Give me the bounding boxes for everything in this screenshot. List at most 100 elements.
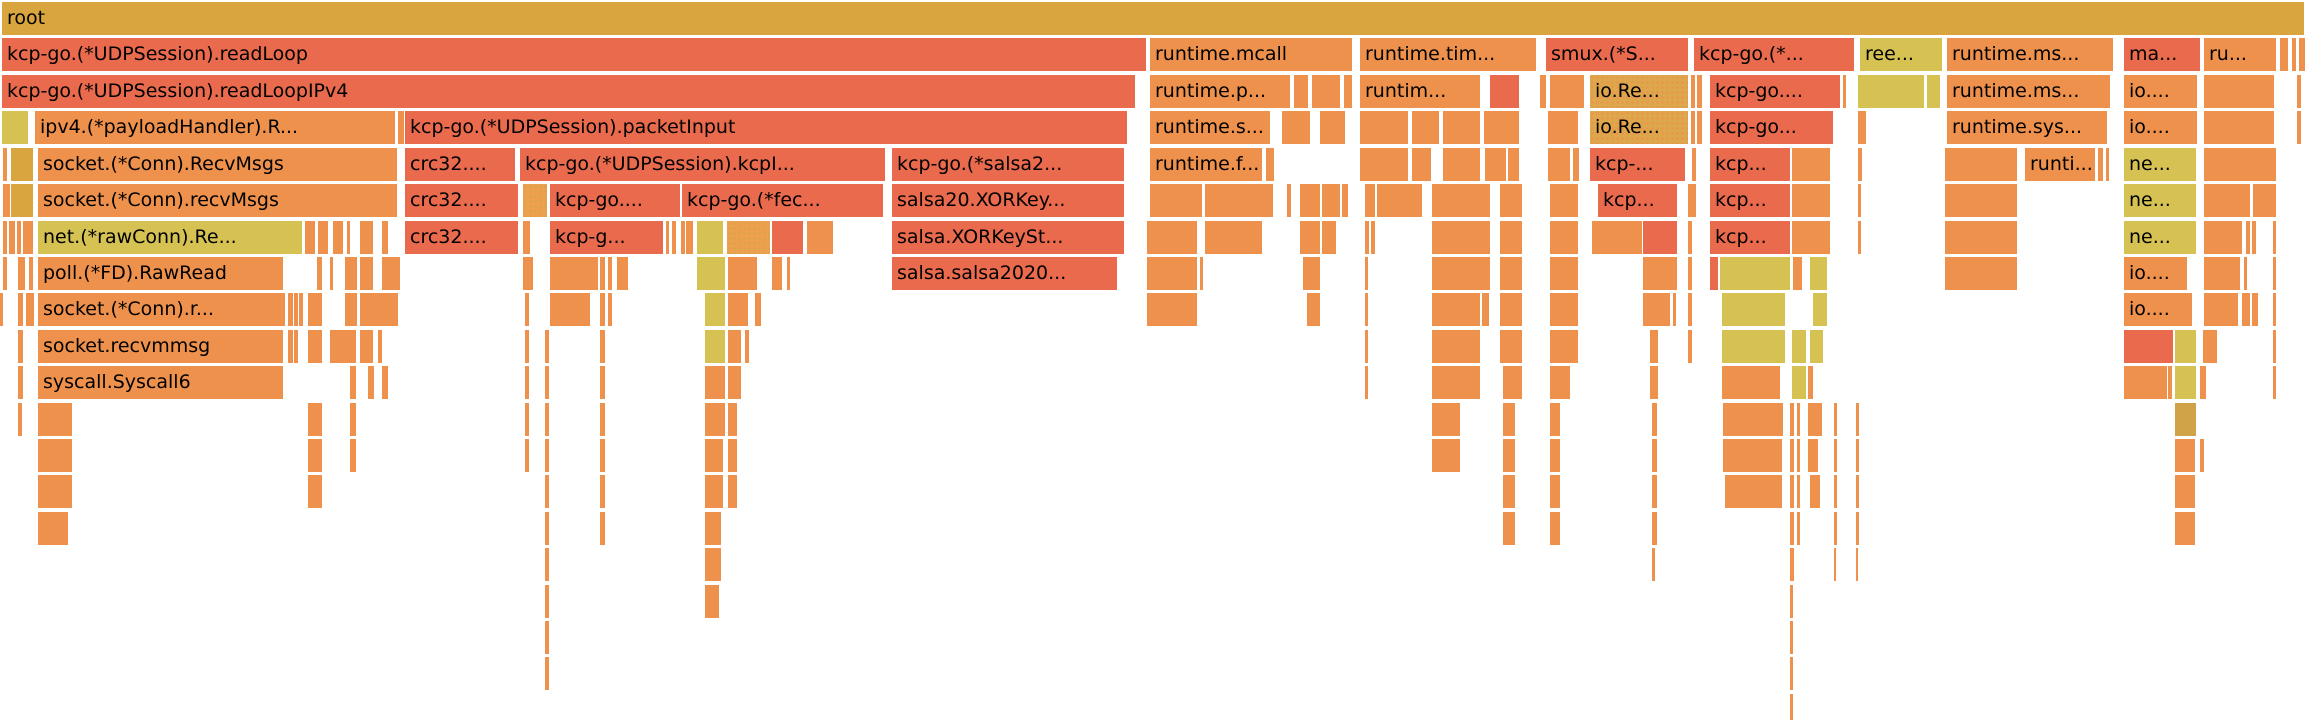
flame-frame-runtime-sys[interactable]: runtime.sys...	[1947, 111, 2107, 144]
flame-frame[interactable]	[1550, 512, 1560, 545]
flame-frame-kcp-go[interactable]: kcp-go....	[550, 184, 680, 217]
flame-frame[interactable]	[1790, 512, 1794, 545]
flame-frame[interactable]	[1344, 75, 1352, 108]
flame-frame[interactable]	[1503, 403, 1515, 436]
flame-frame-runtime-f[interactable]: runtime.f...	[1150, 148, 1262, 181]
flame-frame[interactable]	[1205, 221, 1262, 254]
flame-frame[interactable]	[360, 293, 398, 326]
flame-frame[interactable]	[1500, 184, 1522, 217]
flame-frame-kcp[interactable]: kcp...	[1710, 148, 1790, 181]
flame-frame-io[interactable]: io....	[2124, 111, 2197, 144]
flame-frame[interactable]	[1652, 548, 1655, 581]
flame-frame[interactable]	[1834, 512, 1837, 545]
flame-frame-ne[interactable]: ne...	[2124, 184, 2196, 217]
flame-frame[interactable]	[697, 221, 723, 254]
flame-frame[interactable]	[1205, 184, 1273, 217]
flame-frame[interactable]	[1300, 184, 1320, 217]
flame-frame[interactable]	[600, 330, 605, 363]
flame-frame[interactable]	[1573, 148, 1579, 181]
flame-frame[interactable]	[1843, 75, 1846, 108]
flame-frame[interactable]	[2253, 184, 2274, 217]
flame-frame[interactable]	[728, 439, 737, 472]
flame-frame[interactable]	[2, 111, 28, 144]
flame-frame-io-re[interactable]: io.Re...	[1590, 75, 1688, 108]
flame-frame[interactable]	[1500, 293, 1522, 326]
flame-frame[interactable]	[550, 293, 590, 326]
flame-frame[interactable]	[1300, 221, 1320, 254]
flame-frame[interactable]	[523, 257, 533, 290]
flame-frame[interactable]	[1792, 366, 1806, 399]
flame-frame[interactable]	[317, 257, 322, 290]
flame-frame[interactable]	[1692, 148, 1696, 181]
flame-frame[interactable]	[2244, 257, 2247, 290]
flame-frame-runtime-s[interactable]: runtime.s...	[1150, 111, 1270, 144]
flame-frame[interactable]	[600, 366, 605, 399]
flame-frame-net-rawconn-re[interactable]: net.(*rawConn).Re...	[38, 221, 302, 254]
flame-frame[interactable]	[1945, 148, 2017, 181]
flame-frame[interactable]	[705, 548, 721, 581]
flame-frame[interactable]	[2106, 148, 2109, 181]
flame-frame[interactable]	[1697, 111, 1702, 144]
flame-frame[interactable]	[787, 257, 790, 290]
flame-frame[interactable]	[2175, 475, 2195, 508]
flame-frame[interactable]	[1320, 111, 1345, 144]
flame-frame[interactable]	[1365, 330, 1368, 363]
flame-frame-kcp-g[interactable]: kcp-g...	[550, 221, 663, 254]
flame-frame[interactable]	[1834, 403, 1837, 436]
flame-frame[interactable]	[38, 403, 72, 436]
flame-frame[interactable]	[308, 475, 322, 508]
flame-frame[interactable]	[1790, 621, 1793, 654]
flame-frame[interactable]	[686, 221, 693, 254]
flame-frame[interactable]	[1550, 293, 1578, 326]
flame-frame[interactable]	[525, 293, 529, 326]
flame-frame-runti[interactable]: runti...	[2025, 148, 2095, 181]
flame-frame[interactable]	[1412, 148, 1431, 181]
flame-frame[interactable]	[1858, 75, 1924, 108]
flame-frame[interactable]	[1652, 403, 1657, 436]
flame-frame[interactable]	[1322, 221, 1336, 254]
flame-frame-crc32[interactable]: crc32....	[405, 148, 515, 181]
flame-frame[interactable]	[1266, 148, 1274, 181]
flame-frame[interactable]	[1500, 257, 1522, 290]
flame-frame-ipv4-payloadhandler-r[interactable]: ipv4.(*payloadHandler).R...	[35, 111, 395, 144]
flame-frame[interactable]	[3, 257, 7, 290]
flame-frame[interactable]	[1797, 439, 1800, 472]
flame-frame[interactable]	[728, 475, 737, 508]
flame-frame-crc32[interactable]: crc32....	[405, 221, 518, 254]
flame-frame-kcp-go-udpsession-packetinput[interactable]: kcp-go.(*UDPSession).packetInput	[405, 111, 1127, 144]
flame-frame[interactable]	[681, 221, 685, 254]
flame-frame-ree[interactable]: ree...	[1860, 38, 1942, 71]
flame-frame[interactable]	[705, 330, 725, 363]
flame-frame[interactable]	[308, 403, 322, 436]
flame-frame[interactable]	[2168, 366, 2172, 399]
flame-frame[interactable]	[1643, 257, 1677, 290]
flame-frame[interactable]	[1790, 694, 1793, 720]
flame-frame-ne[interactable]: ne...	[2124, 221, 2196, 254]
flame-frame[interactable]	[1365, 257, 1368, 290]
flame-frame[interactable]	[1792, 184, 1830, 217]
flame-frame[interactable]	[11, 184, 33, 217]
flame-frame[interactable]	[1282, 111, 1310, 144]
flame-frame-salsa20-xorkey[interactable]: salsa20.XORKey...	[892, 184, 1124, 217]
flame-frame[interactable]	[17, 221, 21, 254]
flame-frame[interactable]	[705, 512, 721, 545]
flame-frame[interactable]	[3, 221, 7, 254]
flame-frame[interactable]	[1688, 221, 1692, 254]
flame-frame-kcp-go-udpsession-readloopipv4[interactable]: kcp-go.(*UDPSession).readLoopIPv4	[2, 75, 1135, 108]
flame-frame[interactable]	[3, 184, 10, 217]
flame-frame[interactable]	[18, 366, 23, 399]
flame-frame[interactable]	[1792, 330, 1806, 363]
flame-frame[interactable]	[545, 512, 549, 545]
flame-frame[interactable]	[705, 403, 725, 436]
flame-frame[interactable]	[2200, 439, 2204, 472]
flame-frame[interactable]	[1432, 439, 1460, 472]
flame-frame[interactable]	[1691, 111, 1695, 144]
flame-frame[interactable]	[345, 257, 357, 290]
flame-frame-runtime-mcall[interactable]: runtime.mcall	[1150, 38, 1352, 71]
flame-frame[interactable]	[523, 221, 530, 254]
flame-frame[interactable]	[1797, 403, 1800, 436]
flame-frame[interactable]	[1307, 293, 1320, 326]
flame-frame[interactable]	[1723, 403, 1783, 436]
flame-frame-kcp-go-salsa2[interactable]: kcp-go.(*salsa2...	[892, 148, 1124, 181]
flame-frame[interactable]	[1360, 148, 1408, 181]
